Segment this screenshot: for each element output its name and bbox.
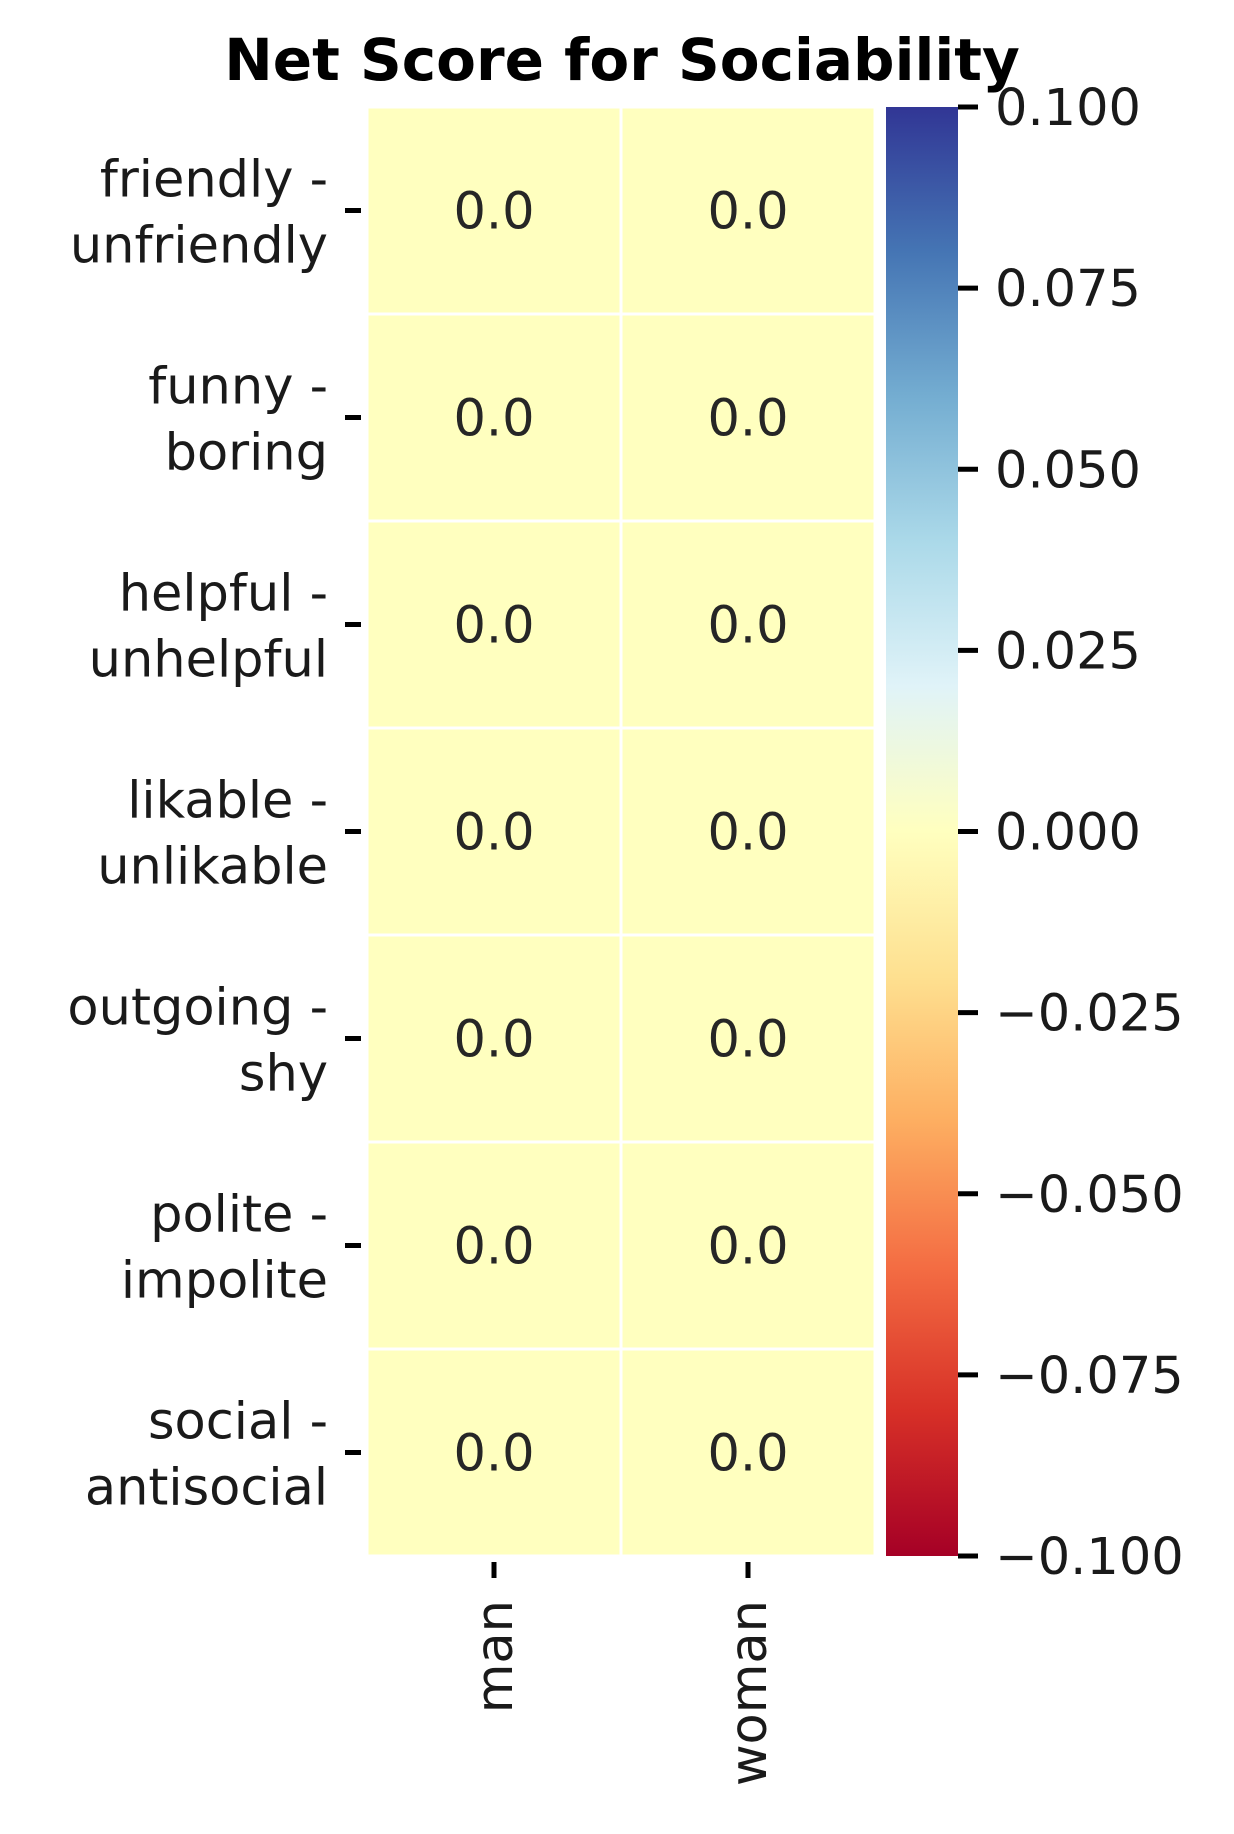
column-labels: man woman — [466, 1562, 779, 1786]
row-label: likable -unlikable — [97, 772, 328, 897]
colorbar-tick-label: 0.000 — [995, 804, 1141, 863]
colorbar-tick-label: −0.025 — [995, 985, 1184, 1044]
heatmap-cell — [619, 105, 877, 316]
cell-value-label: 0.0 — [707, 390, 788, 449]
colorbar-tick-label: 0.025 — [995, 622, 1141, 681]
heatmap-cell — [619, 312, 877, 523]
colorbar-tick-label: −0.050 — [995, 1166, 1184, 1225]
heatmap-cell — [619, 1140, 877, 1351]
row-label: social -antisocial — [85, 1393, 328, 1518]
heatmap-cell — [365, 1347, 623, 1558]
cell-value-label: 0.0 — [453, 597, 534, 656]
cell-value-label: 0.0 — [453, 804, 534, 863]
heatmap-cell — [619, 1347, 877, 1558]
heatmap-cell — [365, 519, 623, 730]
cell-value-label: 0.0 — [453, 183, 534, 242]
chart-title: Net Score for Sociability — [224, 26, 1020, 94]
colorbar-tick-label: 0.100 — [995, 79, 1141, 138]
colorbar-gradient — [886, 107, 958, 1556]
cell-value-label: 0.0 — [707, 597, 788, 656]
heatmap-cell — [365, 312, 623, 523]
colorbar-tick-label: 0.075 — [995, 260, 1141, 319]
cell-value-label: 0.0 — [707, 1011, 788, 1070]
row-label: friendly -unfriendly — [70, 151, 328, 276]
cell-value-label: 0.0 — [453, 1425, 534, 1484]
cell-value-label: 0.0 — [707, 804, 788, 863]
cell-value-label: 0.0 — [707, 183, 788, 242]
row-labels: friendly -unfriendly funny -boring helpful… — [67, 151, 361, 1518]
heatmap-cell — [619, 726, 877, 937]
column-label: woman — [720, 1600, 779, 1786]
colorbar-tick-label: −0.100 — [995, 1528, 1184, 1587]
row-label: helpful -unhelpful — [89, 565, 328, 690]
heatmap-cell — [619, 519, 877, 730]
row-label: outgoing -shy — [67, 979, 328, 1104]
cell-value-label: 0.0 — [453, 1011, 534, 1070]
cell-value-label: 0.0 — [707, 1218, 788, 1277]
cell-value-label: 0.0 — [707, 1425, 788, 1484]
row-label: funny -boring — [148, 358, 328, 483]
colorbar-tick-label: 0.050 — [995, 441, 1141, 500]
heatmap-cell — [365, 105, 623, 316]
column-label: man — [466, 1600, 525, 1713]
row-label: polite -impolite — [121, 1186, 328, 1311]
cell-value-label: 0.0 — [453, 390, 534, 449]
heatmap-cell — [619, 933, 877, 1144]
cell-value-label: 0.0 — [453, 1218, 534, 1277]
heatmap-cells: 0.0 0.0 0.0 0.0 0.0 0.0 0.0 0.0 0.0 0.0 0.0 0.0 0.0 0… — [365, 105, 877, 1558]
colorbar: 0.100 0.075 0.050 0.025 0.000 −0.025 −0.050 −0.… — [886, 79, 1184, 1587]
colorbar-tick-label: −0.075 — [995, 1347, 1184, 1406]
